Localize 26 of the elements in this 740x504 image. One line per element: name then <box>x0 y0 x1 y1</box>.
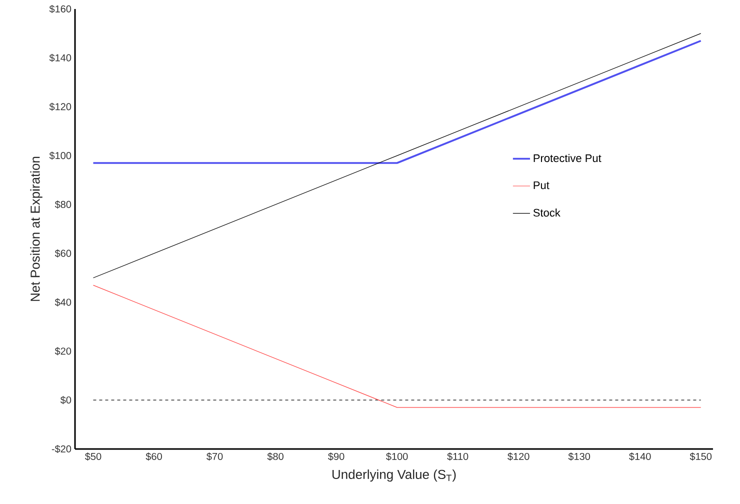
y-tick-label: $100 <box>49 152 72 160</box>
x-tick-label: $80 <box>267 452 284 461</box>
x-tick-label: $90 <box>328 452 344 461</box>
x-tick-label: $70 <box>206 452 223 461</box>
legend-label: Put <box>534 181 550 190</box>
y-tick-label: $0 <box>60 396 72 404</box>
x-tick-label: $130 <box>568 452 590 461</box>
y-tick-label: $20 <box>54 347 72 356</box>
y-axis-title: Net Position at Expiration <box>30 156 42 301</box>
y-tick-label: $80 <box>54 200 72 209</box>
y-tick-label: $140 <box>49 54 72 62</box>
x-tick-label: $50 <box>85 452 102 461</box>
x-tick-label: $120 <box>508 452 530 461</box>
legend-label: Stock <box>533 208 560 217</box>
x-tick-label: $110 <box>447 452 468 461</box>
legend-label: Protective Put <box>534 154 602 162</box>
x-tick-label: $60 <box>146 452 162 461</box>
y-tick-label: $160 <box>49 4 72 14</box>
x-axis-title: Underlying Value (S$_{T}$) <box>332 469 456 482</box>
y-tick-label: $120 <box>49 102 72 111</box>
y-tick-label: -$20 <box>52 444 72 454</box>
y-tick-label: $40 <box>54 298 72 306</box>
x-tick-label: $100 <box>386 452 408 461</box>
x-tick-label: $150 <box>690 452 712 461</box>
y-tick-label: $60 <box>54 249 72 258</box>
x-tick-label: $140 <box>629 452 651 461</box>
